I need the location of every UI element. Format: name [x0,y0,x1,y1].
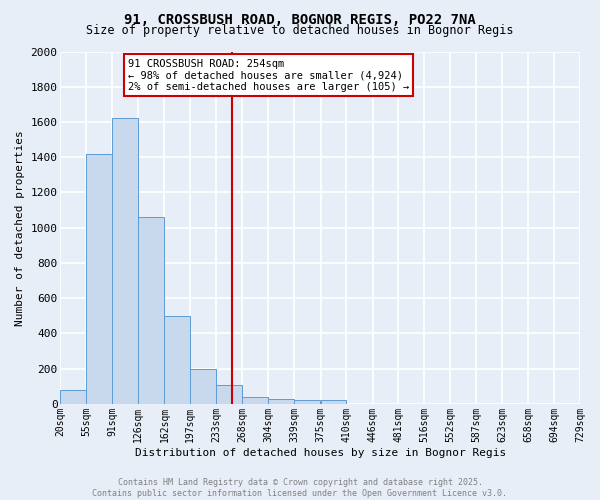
Bar [86,154,112,404]
Bar [190,368,216,404]
X-axis label: Distribution of detached houses by size in Bognor Regis: Distribution of detached houses by size … [134,448,506,458]
Bar [138,217,164,404]
Bar [268,398,294,404]
Text: 91, CROSSBUSH ROAD, BOGNOR REGIS, PO22 7NA: 91, CROSSBUSH ROAD, BOGNOR REGIS, PO22 7… [124,12,476,26]
Bar [112,118,138,404]
Text: Contains HM Land Registry data © Crown copyright and database right 2025.
Contai: Contains HM Land Registry data © Crown c… [92,478,508,498]
Y-axis label: Number of detached properties: Number of detached properties [15,130,25,326]
Bar [242,397,268,404]
Bar [61,390,86,404]
Text: 91 CROSSBUSH ROAD: 254sqm
← 98% of detached houses are smaller (4,924)
2% of sem: 91 CROSSBUSH ROAD: 254sqm ← 98% of detac… [128,58,409,92]
Bar [294,400,320,404]
Bar [164,316,190,404]
Text: Size of property relative to detached houses in Bognor Regis: Size of property relative to detached ho… [86,24,514,37]
Bar [320,400,346,404]
Bar [217,384,242,404]
